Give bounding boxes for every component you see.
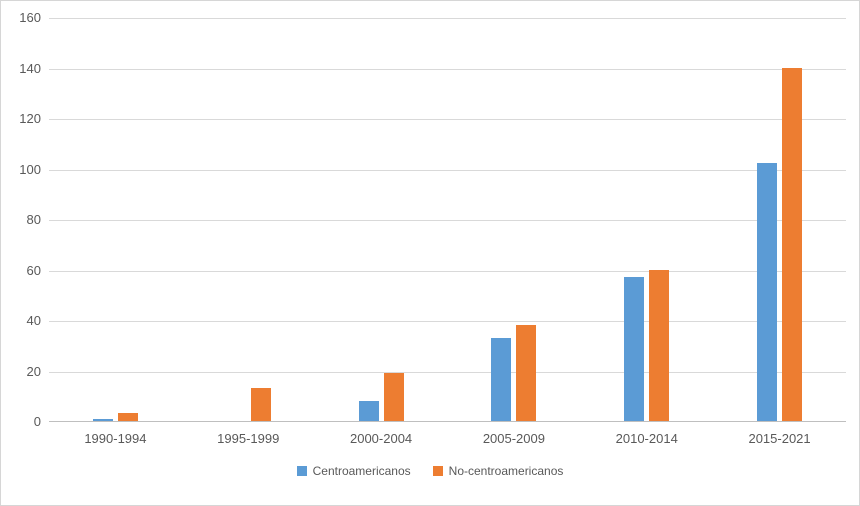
gridline-80 [49, 220, 846, 221]
bar-group-2015-2021 [713, 18, 846, 421]
legend-item-no-centroamericanos: No-centroamericanos [432, 464, 564, 478]
legend: Centroamericanos No-centroamericanos [1, 464, 859, 478]
y-axis-labels: 0 20 40 60 80 100 120 140 160 [1, 11, 41, 429]
y-tick-label-0: 0 [33, 414, 41, 429]
x-tick-label-2010-2014: 2010-2014 [615, 431, 678, 446]
bars-row [49, 18, 846, 421]
y-tick-label-160: 160 [19, 10, 41, 25]
gridline-100 [49, 169, 846, 171]
y-tick-label-100: 100 [19, 161, 41, 177]
x-axis-labels: 1990-1994 1995-1999 2000-2004 2005-2009 2010… [49, 431, 846, 446]
legend-item-centroamericanos: Centroamericanos [296, 464, 411, 478]
gridline-20 [49, 371, 846, 373]
x-tick-label-2015-2021: 2015-2021 [748, 431, 811, 446]
plot-area [49, 18, 846, 422]
y-tick-label-140: 140 [19, 60, 41, 76]
x-tick-label-2000-2004: 2000-2004 [349, 431, 413, 446]
bar-no-centroamericanos-1995-1999 [250, 388, 271, 421]
gridline-120 [49, 119, 846, 120]
bar-no-centroamericanos-2015-2021 [782, 67, 803, 421]
bar-group-2000-2004 [315, 18, 448, 421]
bar-centroamericanos-1990-1994 [92, 418, 113, 421]
y-tick-label-120: 120 [19, 111, 41, 126]
legend-swatch-centroamericanos [296, 466, 307, 476]
y-tick-label-60: 60 [26, 262, 41, 278]
bar-centroamericanos-2005-2009 [491, 337, 512, 421]
legend-swatch-no-centroamericanos [432, 466, 443, 476]
gridline-160 [49, 18, 846, 19]
legend-label-centroamericanos: Centroamericanos [312, 464, 411, 478]
bar-centroamericanos-2000-2004 [358, 400, 379, 421]
y-tick-label-40: 40 [26, 313, 41, 328]
bar-group-1995-1999 [182, 18, 315, 421]
x-tick-label-2005-2009: 2005-2009 [482, 431, 545, 446]
bar-group-1990-1994 [49, 18, 182, 421]
bar-group-2010-2014 [580, 18, 713, 421]
bar-centroamericanos-2010-2014 [624, 277, 645, 421]
gridline-140 [49, 68, 846, 70]
x-tick-label-1990-1994: 1990-1994 [84, 431, 147, 446]
bar-no-centroamericanos-2010-2014 [649, 269, 670, 421]
gridline-60 [49, 270, 846, 272]
gridline-40 [49, 321, 846, 322]
bar-group-2005-2009 [447, 18, 580, 421]
y-tick-label-20: 20 [26, 363, 41, 379]
bar-centroamericanos-2015-2021 [757, 163, 778, 421]
x-tick-label-1995-1999: 1995-1999 [217, 431, 280, 446]
bar-no-centroamericanos-1990-1994 [117, 413, 138, 421]
bar-no-centroamericanos-2005-2009 [516, 325, 537, 421]
bar-no-centroamericanos-2000-2004 [383, 373, 404, 421]
legend-label-no-centroamericanos: No-centroamericanos [448, 464, 564, 478]
y-tick-label-80: 80 [26, 212, 41, 227]
